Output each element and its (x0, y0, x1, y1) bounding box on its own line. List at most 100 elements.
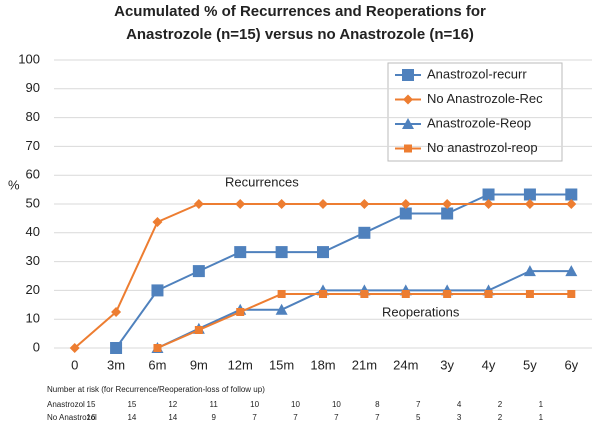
marker (275, 303, 288, 315)
x-tick-label: 5y (523, 357, 537, 372)
marker (400, 199, 411, 209)
chart-title: Anastrozole (n=15) versus no Anastrozole… (126, 26, 474, 43)
marker (275, 246, 288, 259)
risk-value: 8 (375, 400, 380, 409)
marker (234, 246, 247, 259)
marker (566, 199, 577, 209)
marker (152, 217, 163, 227)
marker (484, 290, 493, 298)
risk-value: 9 (211, 413, 216, 422)
x-tick-label: 15m (269, 357, 294, 372)
marker (483, 199, 494, 209)
marker (401, 290, 410, 298)
marker (403, 94, 413, 105)
marker (399, 207, 412, 220)
y-tick-label: 100 (18, 51, 40, 66)
marker (443, 290, 452, 298)
annotation: Recurrences (225, 174, 299, 189)
risk-value: 7 (334, 413, 339, 422)
marker (442, 199, 453, 209)
risk-row-label: No Anastrozol (47, 413, 97, 422)
x-tick-label: 3m (107, 357, 125, 372)
series-line (157, 270, 572, 349)
marker (565, 188, 578, 201)
risk-value: 7 (252, 413, 257, 422)
legend-label: No Anastrozole-Rec (427, 91, 543, 106)
marker (402, 69, 414, 81)
y-tick-label: 50 (26, 195, 40, 210)
y-tick-label: 60 (26, 167, 40, 182)
marker (111, 307, 122, 317)
x-tick-label: 6m (148, 357, 166, 372)
y-tick-label: 20 (26, 282, 40, 297)
marker (151, 284, 164, 297)
marker (194, 326, 203, 334)
marker (524, 199, 535, 209)
x-tick-label: 4y (482, 357, 496, 372)
risk-value: 3 (457, 413, 462, 422)
x-tick-label: 18m (310, 357, 335, 372)
risk-value: 7 (293, 413, 298, 422)
x-tick-label: 6y (564, 357, 578, 372)
series-line (115, 193, 572, 349)
chart-title: Acumulated % of Recurrences and Reoperat… (114, 3, 486, 20)
y-tick-label: 0 (33, 339, 40, 354)
y-tick-label: 80 (26, 109, 40, 124)
marker (359, 199, 370, 209)
marker (277, 290, 286, 298)
risk-value: 11 (210, 400, 219, 409)
x-tick-label: 9m (190, 357, 208, 372)
marker (192, 265, 205, 278)
marker (360, 290, 369, 298)
risk-value: 2 (498, 400, 503, 409)
risk-value: 7 (416, 400, 421, 409)
marker (523, 188, 536, 201)
y-tick-label: 70 (26, 138, 40, 153)
marker (153, 344, 162, 352)
marker (276, 199, 287, 209)
risk-value: 14 (168, 413, 177, 422)
risk-value: 1 (539, 413, 544, 422)
y-tick-label: 40 (26, 224, 40, 239)
marker (523, 265, 536, 277)
risk-value: 15 (127, 400, 136, 409)
y-tick-label: 30 (26, 253, 40, 268)
marker (404, 144, 412, 153)
marker (402, 118, 414, 129)
series-line (74, 203, 572, 349)
marker (110, 342, 123, 354)
risk-value: 15 (87, 400, 96, 409)
x-tick-label: 3y (440, 357, 454, 372)
risk-value: 7 (375, 413, 380, 422)
risk-value: 16 (87, 413, 96, 422)
risk-row-label: Anastrozol (47, 400, 85, 409)
marker (317, 246, 329, 259)
series-line (157, 293, 572, 349)
risk-value: 10 (291, 400, 300, 409)
x-tick-label: 21m (352, 357, 377, 372)
legend-box (387, 62, 563, 162)
risk-value: 4 (457, 400, 462, 409)
risk-value: 5 (416, 413, 421, 422)
x-tick-label: 0 (71, 357, 78, 372)
y-axis-label: % (8, 177, 20, 192)
annotation: Reoperations (382, 304, 460, 319)
legend-label: No anastrozol-reop (427, 140, 538, 155)
y-tick-label: 10 (26, 311, 40, 326)
legend-label: Anastrozol-recurr (427, 66, 527, 81)
marker (567, 290, 576, 298)
marker (525, 290, 534, 298)
marker (193, 199, 204, 209)
x-tick-label: 12m (228, 357, 253, 372)
marker (236, 308, 245, 316)
x-tick-label: 24m (393, 357, 418, 372)
risk-value: 12 (168, 400, 177, 409)
marker (482, 188, 495, 201)
marker (235, 199, 246, 209)
marker (358, 226, 371, 239)
marker (318, 199, 328, 209)
marker (69, 343, 80, 353)
risk-table-title: Number at risk (for Recurrence/Reoperati… (47, 385, 265, 394)
risk-value: 14 (127, 413, 136, 422)
